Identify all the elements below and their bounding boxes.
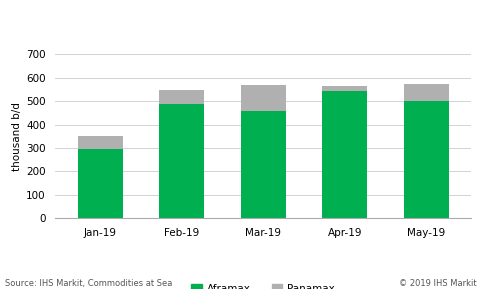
Y-axis label: thousand b/d: thousand b/d: [12, 102, 22, 171]
Text: © 2019 IHS Markit: © 2019 IHS Markit: [398, 279, 475, 288]
Bar: [159, 90, 204, 104]
Bar: [322, 91, 367, 218]
Bar: [78, 136, 122, 149]
Legend: Aframax, Panamax: Aframax, Panamax: [187, 280, 339, 289]
Bar: [403, 101, 448, 218]
Bar: [78, 149, 122, 218]
Text: Source: IHS Markit, Commodities at Sea: Source: IHS Markit, Commodities at Sea: [5, 279, 172, 288]
Bar: [403, 84, 448, 101]
Bar: [159, 104, 204, 218]
Bar: [240, 111, 285, 218]
Bar: [322, 86, 367, 91]
Bar: [240, 84, 285, 111]
Text: Seaborne flows of Mexican crude oil to the US by Sizeclass: Seaborne flows of Mexican crude oil to t…: [6, 15, 418, 28]
